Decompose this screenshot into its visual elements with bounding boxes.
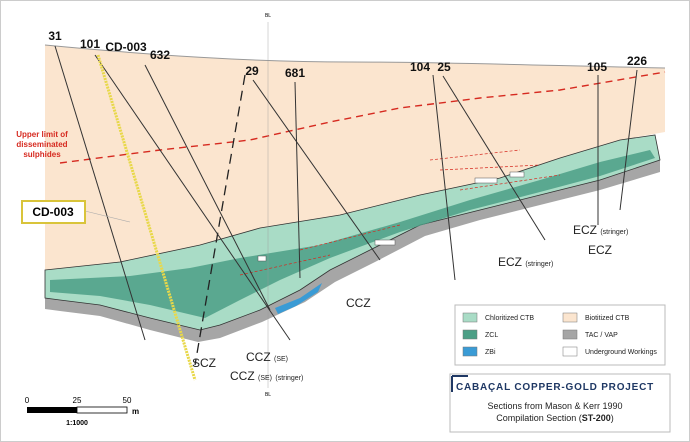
legend-swatch (562, 312, 578, 323)
zone-label: ECZ (stringer) (498, 255, 553, 269)
legend: Chloritized CTB Biotitized CTB ZCL TAC / VA… (462, 312, 657, 357)
subtitle-part: Compilation Section ( (496, 413, 582, 423)
hole-label: 31 (48, 29, 62, 43)
drill-hole (294, 81, 301, 279)
drill-hole (144, 64, 271, 311)
zone-label: ECZ (588, 243, 612, 257)
zone-label: CCZ (SE) (246, 350, 288, 364)
legend-box (454, 304, 666, 366)
zone-name: CCZ (246, 350, 271, 364)
working (474, 177, 498, 184)
callout-box (21, 200, 86, 224)
subtitle-part: ) (611, 413, 614, 423)
hole-label: 632 (150, 48, 170, 62)
drill-hole (94, 54, 291, 341)
hole-label: 105 (587, 60, 607, 74)
scale-label: 0 (25, 396, 30, 405)
scale-label: 50 (123, 396, 132, 405)
title: CABAÇAL COPPER-GOLD PROJECT (456, 382, 654, 393)
zone-qualifier: (stringer) (600, 229, 628, 236)
topography (44, 44, 666, 69)
note-line: disseminated (16, 140, 67, 149)
legend-swatch (462, 312, 478, 323)
zone-label: CCZ (SE) (stringer) (230, 369, 303, 383)
subtitle: Compilation Section (ST-200) (496, 413, 614, 423)
title-box (449, 373, 671, 433)
baseline-label: BL (265, 13, 271, 19)
zcl (50, 150, 655, 318)
legend-label: Underground Workings (585, 349, 657, 356)
stringer-traces (239, 149, 561, 276)
zone-qualifier: (stringer) (525, 261, 553, 268)
subtitle: Sections from Mason & Kerr 1990 (487, 401, 622, 411)
callout-leader (84, 210, 131, 223)
zone-label: ECZ (stringer) (573, 223, 628, 237)
working (509, 171, 525, 178)
scale-segment (27, 407, 77, 413)
legend-label: Biotitized CTB (585, 315, 630, 322)
biotitized-ctb (45, 45, 665, 270)
drill-hole (54, 45, 146, 341)
legend-label: TAC / VAP (585, 332, 618, 339)
title-corner (451, 375, 468, 392)
scale-unit: m (132, 407, 139, 416)
legend-label: ZBi (485, 349, 496, 356)
legend-swatch (562, 329, 578, 340)
working (374, 239, 396, 246)
hole-label: 104 (410, 60, 430, 74)
note-line: Upper limit of (16, 130, 68, 139)
legend-swatch (462, 346, 478, 357)
hole-label: 29 (245, 64, 259, 78)
sulphide-limit (59, 71, 666, 164)
hole-label: 101 (80, 37, 100, 51)
hole-label: 25 (437, 60, 451, 74)
baseline-label: BL (265, 392, 271, 398)
zone-qualifier: (SE) (274, 356, 288, 363)
baseline (194, 74, 246, 366)
drill-hole-cd003 (96, 54, 197, 381)
subtitle-part: ST-200 (582, 413, 611, 423)
drill-hole (252, 79, 381, 261)
hole-label: CD-003 (105, 40, 147, 54)
zone-qualifier: (SE) (258, 375, 272, 382)
callout-text: CD-003 (32, 205, 74, 219)
zone-name: ECZ (573, 223, 597, 237)
working (257, 255, 267, 262)
zone-qualifier: (stringer) (275, 375, 303, 382)
tac-vap (45, 160, 660, 342)
legend-swatch (462, 329, 478, 340)
drill-hole (432, 74, 456, 281)
hole-label: 226 (627, 54, 647, 68)
zbi (275, 283, 322, 314)
legend-label: ZCL (485, 332, 498, 339)
note-line: sulphides (23, 150, 61, 159)
zone-name: CCZ (230, 369, 255, 383)
zone-name: ECZ (498, 255, 522, 269)
sulphide-note: Upper limit of disseminated sulphides (16, 130, 68, 159)
scale-segment (76, 406, 128, 414)
legend-label: Chloritized CTB (485, 315, 534, 322)
scale-label: 25 (73, 396, 82, 405)
drill-hole (442, 75, 546, 241)
zone-label: CCZ (346, 296, 371, 310)
legend-swatch (562, 346, 578, 357)
hole-label: 681 (285, 66, 305, 80)
drill-hole (619, 69, 638, 211)
zone-label: SCZ (192, 356, 216, 370)
scale-ratio: 1:1000 (66, 420, 88, 427)
